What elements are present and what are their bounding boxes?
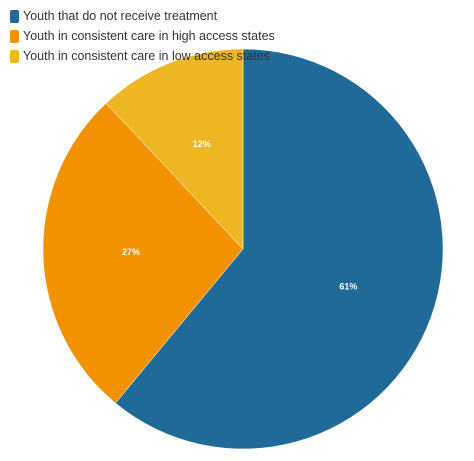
legend-swatch-high-access [10, 29, 19, 43]
pie-data-labels: 61% 27% 12% [122, 139, 357, 291]
legend-item-low-access[interactable]: Youth in consistent care in low access s… [10, 48, 270, 64]
legend-label-no-treatment: Youth that do not receive treatment [23, 9, 218, 23]
legend-item-high-access[interactable]: Youth in consistent care in high access … [10, 28, 275, 44]
legend-label-low-access: Youth in consistent care in low access s… [23, 49, 270, 63]
legend-item-no-treatment[interactable]: Youth that do not receive treatment [10, 8, 217, 24]
data-label-low-access: 12% [193, 139, 211, 149]
legend-swatch-no-treatment [10, 9, 19, 23]
data-label-high-access: 27% [122, 247, 140, 257]
pie-slices [42, 48, 444, 450]
data-label-no-treatment: 61% [339, 281, 357, 291]
pie-slice-no-treatment[interactable] [115, 48, 444, 450]
chart-legend: Youth that do not receive treatment Yout… [10, 8, 464, 64]
legend-label-high-access: Youth in consistent care in high access … [23, 29, 275, 43]
legend-swatch-low-access [10, 49, 19, 63]
pie-slice-low-access[interactable] [105, 48, 244, 250]
pie-slice-high-access[interactable] [42, 102, 244, 404]
